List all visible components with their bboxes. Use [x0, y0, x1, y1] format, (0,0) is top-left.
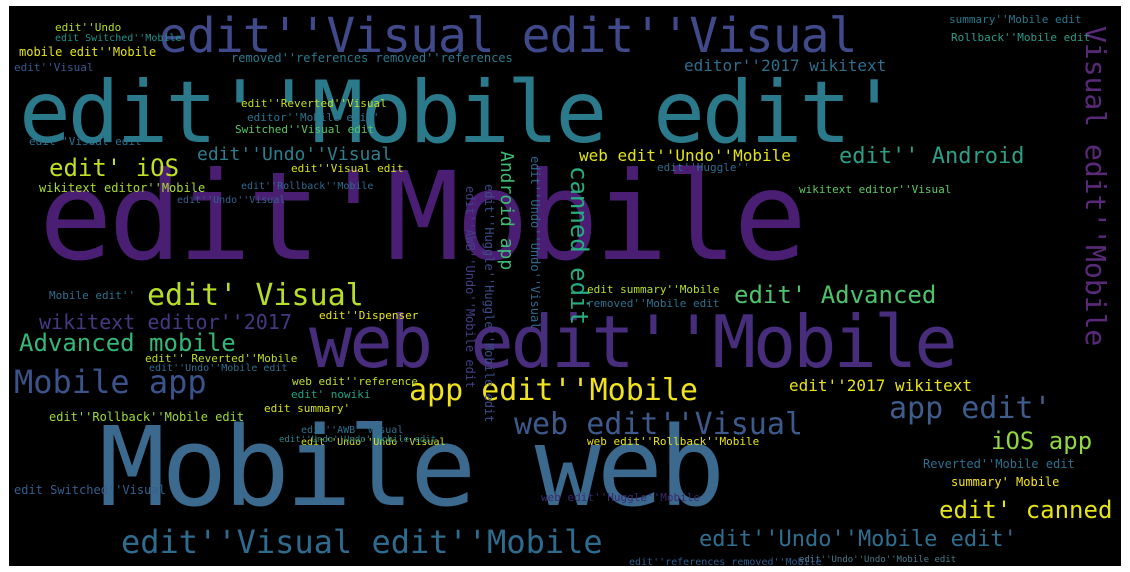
cloud-word: wikitext editor''Visual — [799, 183, 952, 196]
cloud-word: edit''references removed''Mobile — [629, 557, 822, 567]
cloud-word: edit' Visual — [147, 278, 364, 313]
cloud-word: editor''Mobile edit' — [247, 111, 380, 124]
cloud-word: edit''Huggle'' — [657, 161, 750, 174]
cloud-word: Rollback''Mobile edit — [951, 31, 1091, 44]
cloud-word: edit' canned — [939, 496, 1113, 524]
cloud-word: Reverted''Mobile edit — [923, 457, 1075, 471]
cloud-word: edit''Visual edit''Visual — [159, 8, 857, 64]
cloud-word: edit'Mobile — [39, 146, 807, 288]
cloud-word: edit''Undo''Mobile edit' — [699, 527, 1017, 552]
cloud-word: edit summary''Mobile — [587, 283, 720, 296]
cloud-word: web edit''Huggle''Mobile — [541, 491, 700, 504]
cloud-word: iOS app — [991, 427, 1093, 455]
cloud-word: editor''2017 wikitext — [684, 56, 887, 75]
cloud-word: edit' Advanced — [734, 281, 937, 309]
cloud-word: edit' iOS — [49, 154, 180, 182]
cloud-word: edit''Rollback''Mobile edit — [49, 410, 245, 424]
cloud-word: edit''Dispenser — [319, 309, 419, 322]
cloud-word: edit''Undo''Undo''Mobile edit — [279, 435, 437, 445]
cloud-word: web edit''Mobile — [309, 300, 958, 384]
cloud-word: edit Switched''Mobile — [55, 33, 182, 44]
cloud-word: mobile edit''Mobile — [19, 45, 157, 59]
cloud-word: edit'' Android — [839, 144, 1025, 169]
cloud-word: canned edit — [565, 166, 593, 325]
cloud-word: Switched''Visual edit — [235, 123, 375, 136]
cloud-word: edit' nowiki — [291, 388, 371, 401]
cloud-word: wikitext editor''Mobile — [39, 181, 206, 195]
cloud-word: Mobile app — [14, 363, 207, 401]
cloud-word: edit''2017 wikitext — [789, 376, 973, 395]
cloud-word: Android app — [496, 151, 517, 271]
cloud-word: edit'' Reverted''Mobile — [145, 352, 298, 365]
cloud-word: web edit''Undo''Mobile — [579, 146, 791, 165]
cloud-word: web edit''Rollback''Mobile — [587, 435, 760, 448]
cloud-word: edit''Visual edit — [29, 135, 142, 148]
cloud-word: web edit''Visual — [514, 407, 803, 442]
cloud-word: edit''Visual — [14, 61, 94, 74]
cloud-word: app edit''Mobile — [409, 373, 698, 408]
cloud-word: edit''Rollback''Mobile — [241, 181, 374, 192]
cloud-word: edit''Undo — [55, 21, 122, 34]
cloud-word: edit''Undo''Visual — [197, 144, 393, 165]
cloud-word: edit''Undo''Undo''Mobile edit — [799, 555, 957, 565]
cloud-word: edit''Visual edit''Mobile — [121, 523, 603, 561]
cloud-word: removed''references removed''references — [231, 51, 513, 65]
cloud-word: edit''Undo''Mobile edit — [149, 363, 288, 374]
cloud-word: Mobile edit'' — [49, 289, 136, 302]
cloud-word: edit''AWB''Visual — [301, 425, 404, 436]
cloud-word: edit''Undo''Undo''Visual — [528, 156, 542, 330]
cloud-word: Mobile web — [99, 403, 725, 531]
cloud-word: summary' Mobile — [951, 475, 1060, 489]
cloud-word: Advanced mobile — [19, 329, 236, 357]
cloud-word: edit summary' — [264, 402, 351, 415]
cloud-word: wikitext editor''2017 — [39, 310, 292, 334]
cloud-word: edit''Undo''Undo''Visual — [301, 437, 446, 448]
cloud-word: edit Switched''Visual — [14, 483, 166, 497]
cloud-word: summary''Mobile edit — [949, 13, 1082, 26]
cloud-word: removed''Mobile edit — [587, 297, 720, 310]
cloud-word: edit''AWB''Undo''Mobile edit — [463, 186, 477, 389]
cloud-word: web edit''reference — [292, 375, 418, 388]
cloud-word: edit''Undo''Visual — [177, 195, 286, 206]
cloud-word: edit''Reverted''Visual — [241, 97, 387, 110]
cloud-word: edit''Huggle''Huggle''Mobile edit — [482, 184, 496, 423]
cloud-word: edit''Mobile edit' — [19, 63, 900, 163]
cloud-word: Visual edit''Mobile — [1079, 26, 1112, 347]
cloud-word: app edit' — [889, 391, 1052, 426]
word-cloud: Mobile web edit'Mobile edit''Mobile edit… — [9, 6, 1121, 566]
cloud-word: edit''Visual edit — [291, 162, 404, 175]
